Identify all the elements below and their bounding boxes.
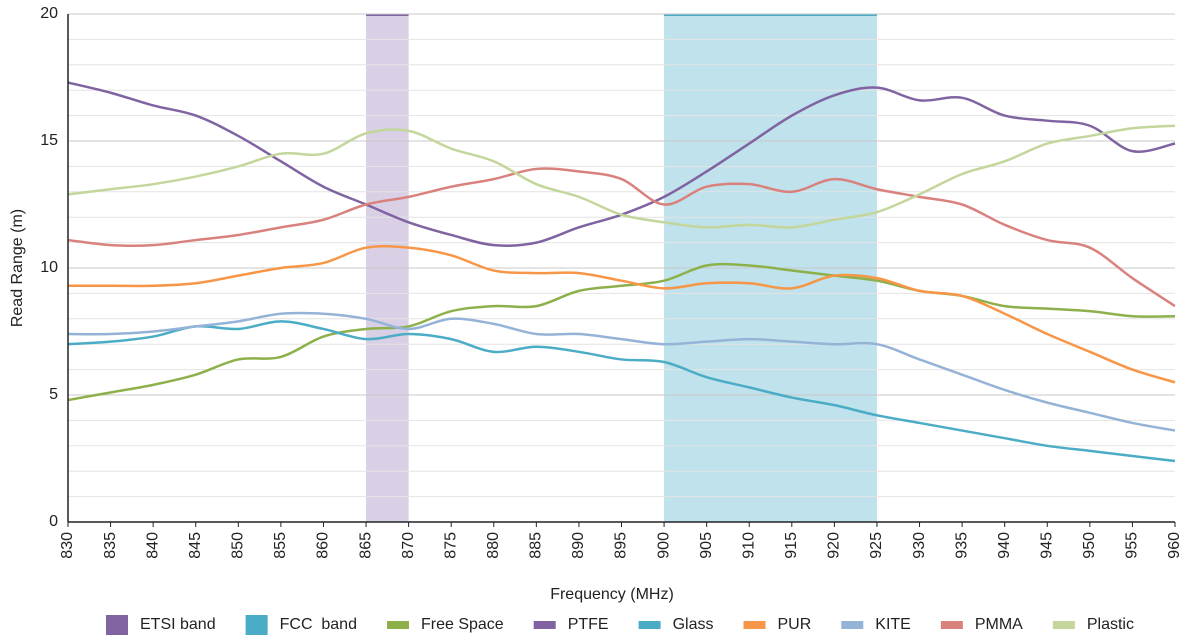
x-tick-label: 885 xyxy=(528,532,545,559)
legend-swatch xyxy=(940,621,963,629)
x-tick-label: 855 xyxy=(272,532,289,559)
x-tick-label: 915 xyxy=(783,532,800,559)
x-tick-label: 910 xyxy=(740,532,757,559)
legend-label: ETSI band xyxy=(140,616,216,633)
series-line xyxy=(67,167,1176,308)
legend-label: FCC band xyxy=(280,616,357,633)
legend-swatch xyxy=(1052,621,1075,629)
legend: ETSI band FCC band Free Space PTFE Glass PUR K… xyxy=(106,615,1134,635)
y-axis-title: Read Range (m) xyxy=(9,209,26,327)
legend-label: Free Space xyxy=(421,616,504,633)
x-tick-label: 850 xyxy=(230,532,247,559)
x-tick-label: 905 xyxy=(698,532,715,559)
x-tick-label: 900 xyxy=(655,532,672,559)
series-line xyxy=(67,262,1176,402)
x-tick-label: 890 xyxy=(570,532,587,559)
series-line xyxy=(67,311,1176,432)
y-tick-label: 5 xyxy=(49,386,58,403)
legend-swatch xyxy=(743,621,766,629)
y-tick-label: 15 xyxy=(40,132,58,149)
legend-swatch xyxy=(841,621,864,629)
x-tick-label: 920 xyxy=(826,532,843,559)
legend-swatch xyxy=(638,621,661,629)
legend-label: Glass xyxy=(673,616,714,633)
axes: 0 5 10 15 20 830 835 840 845 850 855 860 865 870 875 88… xyxy=(40,5,1183,558)
x-tick-label: 865 xyxy=(357,532,374,559)
x-tick-label: 880 xyxy=(485,532,502,559)
y-tick-label: 0 xyxy=(49,513,58,530)
x-tick-label: 835 xyxy=(102,532,119,559)
legend-label: PUR xyxy=(778,616,812,633)
x-tick-label: 845 xyxy=(187,532,204,559)
grid xyxy=(68,13,1175,523)
legend-label: Plastic xyxy=(1087,616,1134,633)
legend-label: PTFE xyxy=(568,616,609,633)
x-tick-label: 840 xyxy=(144,532,161,559)
x-axis-title: Frequency (MHz) xyxy=(550,586,674,603)
x-tick-label: 930 xyxy=(911,532,928,559)
legend-swatch xyxy=(386,621,409,629)
x-tick-label: 940 xyxy=(996,532,1013,559)
x-tick-label: 945 xyxy=(1038,532,1055,559)
legend-swatch xyxy=(245,615,268,635)
legend-swatch xyxy=(533,621,556,629)
x-tick-label: 960 xyxy=(1166,532,1183,559)
y-tick-label: 20 xyxy=(40,5,58,22)
legend-label: KITE xyxy=(875,616,911,633)
series-line xyxy=(67,124,1176,229)
lines xyxy=(67,81,1176,463)
x-tick-label: 935 xyxy=(953,532,970,559)
legend-swatch xyxy=(106,615,128,635)
legend-label: PMMA xyxy=(975,616,1023,633)
x-tick-label: 925 xyxy=(868,532,885,559)
x-tick-label: 830 xyxy=(59,532,76,559)
x-tick-label: 895 xyxy=(613,532,630,559)
x-tick-label: 870 xyxy=(400,532,417,559)
series-line xyxy=(67,320,1176,463)
x-tick-label: 875 xyxy=(442,532,459,559)
x-tick-label: 860 xyxy=(315,532,332,559)
series-line xyxy=(67,81,1176,247)
series-line xyxy=(67,244,1176,384)
x-tick-label: 955 xyxy=(1124,532,1141,559)
x-tick-label: 950 xyxy=(1081,532,1098,559)
y-tick-label: 10 xyxy=(40,259,58,276)
